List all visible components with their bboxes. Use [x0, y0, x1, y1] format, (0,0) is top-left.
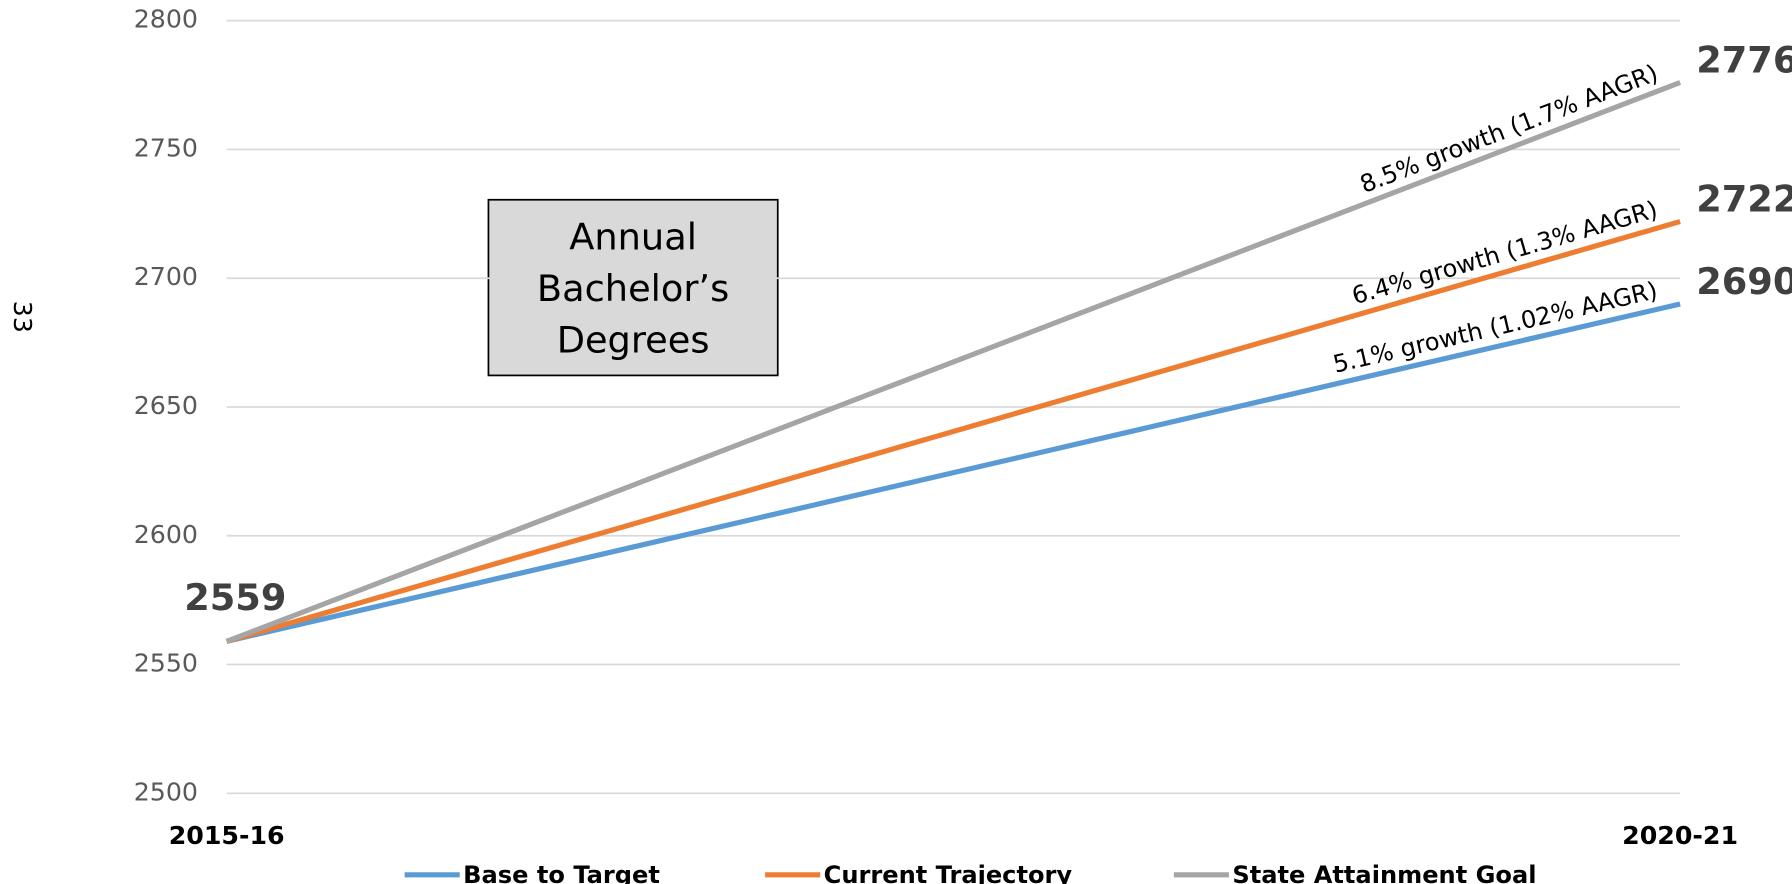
y-tick-label: 2650: [134, 391, 198, 420]
box-text: Annual: [569, 215, 697, 258]
x-tick-label: 2015-16: [169, 821, 285, 850]
y-tick-label: 2600: [134, 520, 198, 549]
data-label: 2722: [1696, 177, 1792, 220]
y-tick-label: 2700: [134, 262, 198, 291]
legend-label: State Attainment Goal: [1232, 861, 1536, 884]
annotation: 8.5% growth (1.7% AAGR): [1356, 59, 1662, 199]
y-tick-label: 2550: [134, 649, 198, 678]
title-box: [487, 198, 779, 377]
y-tick-label: 2500: [134, 777, 198, 806]
data-label: 2690: [1696, 260, 1792, 303]
line: [225, 219, 1681, 644]
data-label: 2559: [184, 576, 286, 619]
x-tick-label: 2020-21: [1622, 821, 1738, 850]
legend-label: Current Trajectory: [824, 861, 1073, 884]
data-label: 2776: [1696, 38, 1792, 81]
legend-label: Base to Target: [463, 861, 660, 884]
page-number: 33: [8, 301, 37, 333]
y-tick-label: 2800: [134, 5, 198, 34]
box-text: Degrees: [557, 319, 710, 362]
box-text: Bachelor’s: [537, 267, 729, 310]
y-tick-label: 2750: [134, 133, 198, 162]
line: [226, 301, 1681, 644]
line: [225, 80, 1682, 644]
